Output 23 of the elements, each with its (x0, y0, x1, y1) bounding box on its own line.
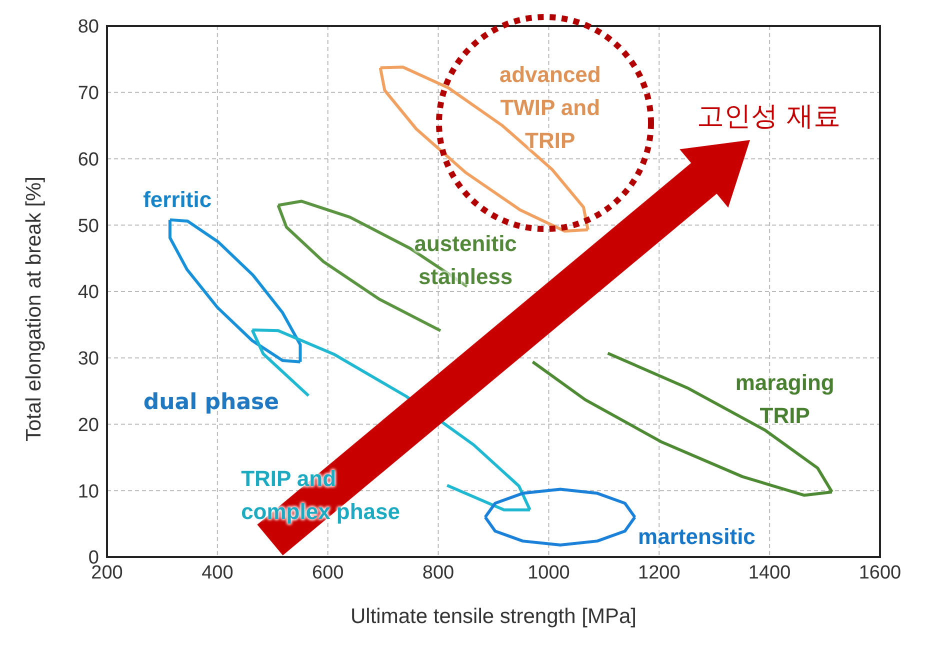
x-tick-label: 800 (422, 562, 454, 584)
x-tick-label: 1000 (528, 562, 570, 584)
y-tick-label: 40 (78, 282, 99, 304)
series-label: ferritic (143, 186, 213, 214)
y-tick-label: 10 (78, 481, 99, 502)
series-label: maraging TRIP (734, 369, 836, 430)
annotation: dual phase (143, 390, 280, 415)
y-tick-label: 20 (78, 414, 99, 436)
y-tick-label: 50 (78, 216, 99, 237)
x-tick-label: 1400 (748, 562, 791, 584)
x-tick-label: 400 (202, 562, 234, 584)
x-tick-label: 1600 (858, 562, 902, 584)
y-tick-label: 70 (78, 83, 99, 104)
series-label: advanced TWIP and TRIP (498, 61, 602, 156)
annotation: 고인성 재료 (696, 100, 840, 134)
x-tick-label: 600 (312, 562, 344, 584)
y-tick-label: 30 (78, 348, 99, 370)
x-axis-title: Ultimate tensile strength [MPa] (350, 605, 636, 628)
y-tick-label: 60 (78, 149, 99, 170)
x-tick-label: 1200 (638, 562, 680, 584)
series-label: martensitic (638, 523, 756, 552)
y-tick-label: 80 (78, 16, 99, 38)
y-axis-title: Total elongation at break [%] (22, 176, 46, 442)
